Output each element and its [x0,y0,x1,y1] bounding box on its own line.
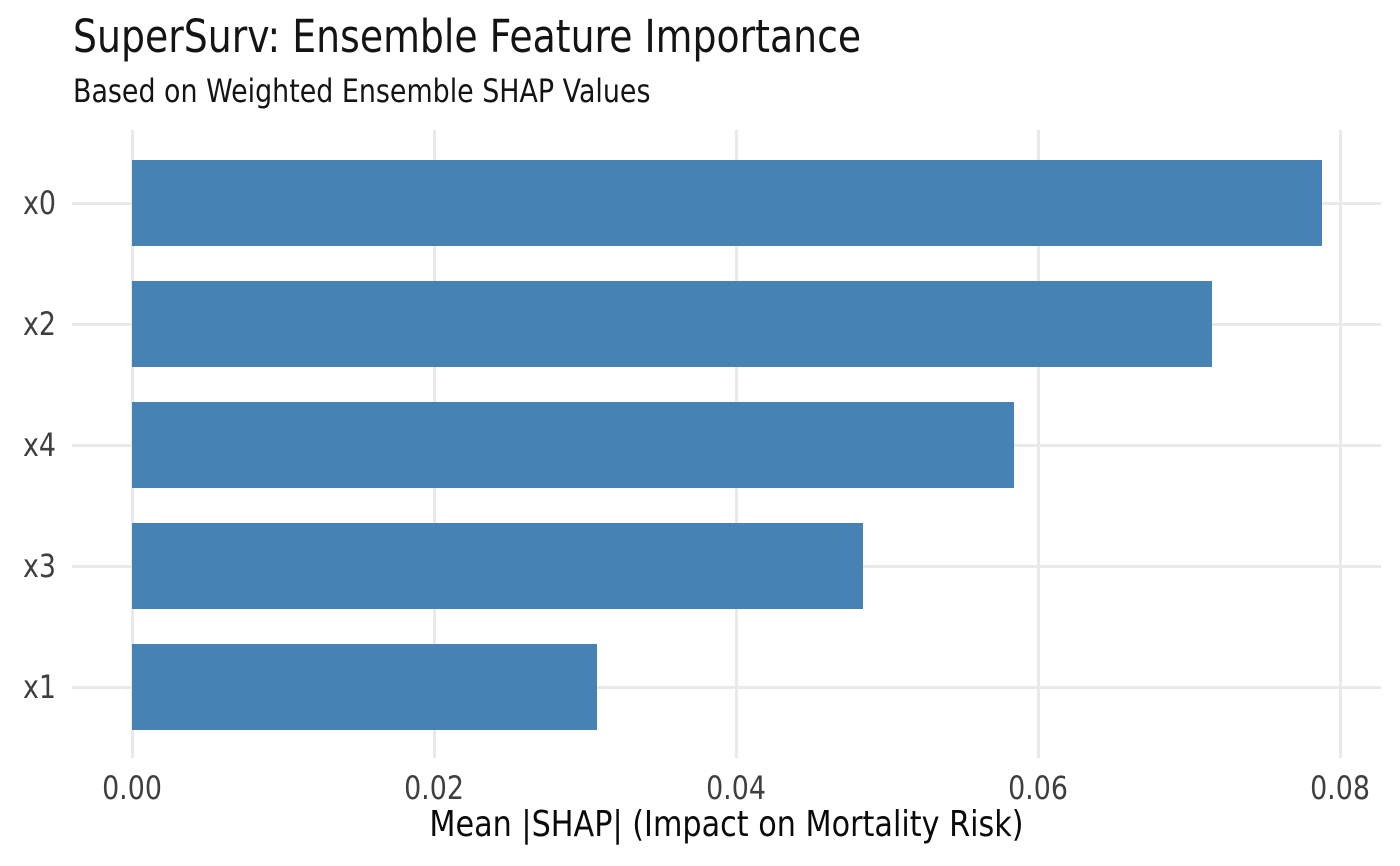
x-axis-label: Mean |SHAP| (Impact on Mortality Risk) [429,804,1024,845]
bar-x0 [132,160,1322,246]
x-tick-label: 0.02 [404,769,464,807]
bar-x3 [132,523,863,609]
y-tick-label: x3 [22,547,56,585]
x-tick-label: 0.08 [1310,769,1370,807]
x-tick-label: 0.06 [1008,769,1068,807]
bar-x2 [132,281,1212,367]
plot-area [72,130,1381,758]
chart-subtitle: Based on Weighted Ensemble SHAP Values [73,72,651,110]
bar-x4 [132,402,1014,488]
y-tick-label: x4 [22,426,56,464]
y-tick-label: x2 [22,305,56,343]
y-tick-label: x0 [22,184,56,222]
y-gridline [72,686,1381,689]
y-tick-label: x1 [22,668,56,706]
bar-x1 [132,644,597,730]
chart-title: SuperSurv: Ensemble Feature Importance [73,10,862,63]
x-tick-label: 0.04 [706,769,766,807]
x-tick-label: 0.00 [102,769,162,807]
